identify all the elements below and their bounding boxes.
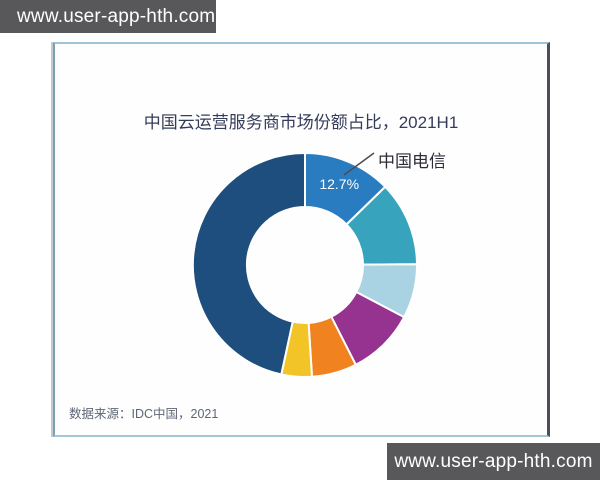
callout-label-china-telecom: 中国电信 <box>378 152 446 171</box>
source-note: 数据来源：IDC中国，2021 <box>69 407 219 421</box>
chart-title: 中国云运营服务商市场份额占比，2021H1 <box>143 113 459 132</box>
donut-slice-unlabeled-7 <box>191 151 306 376</box>
donut-chart: 12.7% <box>191 151 419 379</box>
watermark-bottom-text: www.user-app-hth.com <box>394 450 593 472</box>
callout-leader-line <box>343 152 375 176</box>
watermark-bottom: www.user-app-hth.com <box>387 443 600 480</box>
watermark-top-text: www.user-app-hth.com <box>17 5 216 27</box>
chart-card: 12.7% 中国云运营服务商市场份额占比，2021H1 中国电信 数据来源：ID… <box>53 42 550 437</box>
watermark-top: www.user-app-hth.com <box>0 0 216 33</box>
slice-data-label: 12.7% <box>319 176 359 192</box>
